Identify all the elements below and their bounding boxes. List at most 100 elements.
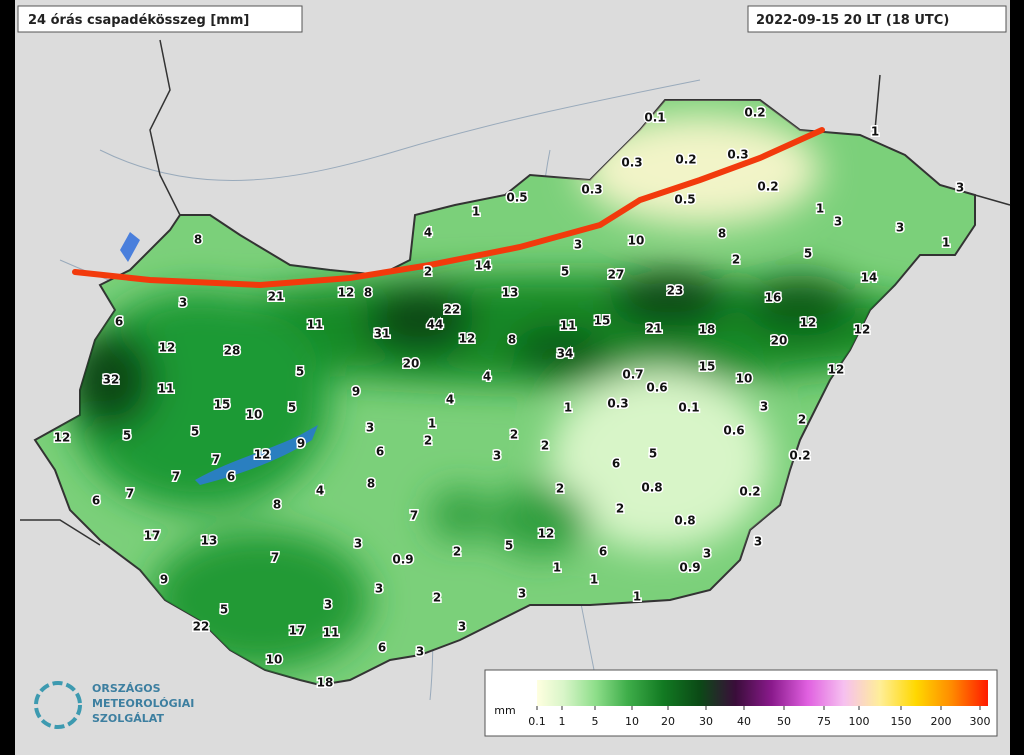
station-value: 5: [288, 401, 296, 415]
station-value: 44: [427, 318, 444, 332]
station-value: 12: [159, 341, 176, 355]
front-line: [72, 127, 825, 289]
station-value: 3: [834, 215, 842, 229]
station-value: 10: [266, 653, 283, 667]
station-value: 21: [646, 322, 663, 336]
legend-tick-label: 300: [970, 715, 991, 728]
logo-text: ORSZÁGOS: [92, 682, 161, 695]
station-value: 2: [453, 545, 461, 559]
station-value: 0.1: [678, 401, 699, 415]
station-value: 0.5: [674, 193, 695, 207]
station-value: 12: [854, 323, 871, 337]
station-value: 6: [599, 545, 607, 559]
legend-tick-label: 1: [559, 715, 566, 728]
legend-colorbar: [537, 680, 988, 706]
station-value: 1: [816, 202, 824, 216]
station-value: 0.2: [675, 153, 696, 167]
station-value: 0.9: [392, 553, 413, 567]
timestamp-box: [747, 5, 1007, 33]
station-value: 0.2: [739, 485, 760, 499]
station-value: 15: [594, 314, 611, 328]
station-value: 7: [271, 551, 279, 565]
station-value: 5: [123, 429, 131, 443]
station-value: 1: [633, 590, 641, 604]
legend-tick-label: 40: [737, 715, 751, 728]
station-value: 12: [459, 332, 476, 346]
station-value: 20: [771, 334, 788, 348]
station-value: 2: [510, 428, 518, 442]
legend-tick-label: 100: [849, 715, 870, 728]
legend-tick-label: 50: [777, 715, 791, 728]
station-value: 18: [317, 676, 334, 690]
station-value: 1: [564, 401, 572, 415]
station-value: 21: [268, 290, 285, 304]
station-value: 3: [896, 221, 904, 235]
station-value: 20: [403, 357, 420, 371]
station-value: 27: [608, 268, 625, 282]
station-value: 6: [115, 315, 123, 329]
station-value: 34: [557, 347, 574, 361]
legend-tick-label: 150: [891, 715, 912, 728]
station-value: 2: [424, 265, 432, 279]
station-value: 11: [323, 626, 340, 640]
legend-unit: mm: [494, 704, 515, 717]
station-value: 5: [296, 365, 304, 379]
station-value: 2: [541, 439, 549, 453]
station-value: 7: [172, 470, 180, 484]
station-value: 14: [861, 271, 878, 285]
station-value: 10: [736, 372, 753, 386]
station-value: 28: [224, 344, 241, 358]
station-value: 3: [458, 620, 466, 634]
legend-tick-label: 75: [817, 715, 831, 728]
station-value: 1: [942, 236, 950, 250]
station-value: 12: [538, 527, 555, 541]
station-value: 14: [475, 259, 492, 273]
station-value: 3: [354, 537, 362, 551]
legend-tick-label: 5: [592, 715, 599, 728]
borders: [20, 39, 1011, 546]
station-value: 4: [483, 370, 491, 384]
station-value: 0.3: [607, 397, 628, 411]
station-value: 0.3: [727, 148, 748, 162]
station-value: 12: [254, 448, 271, 462]
station-value: 8: [364, 286, 372, 300]
station-value: 3: [324, 598, 332, 612]
station-value: 22: [193, 620, 210, 634]
station-value: 0.2: [789, 449, 810, 463]
station-value: 4: [424, 226, 432, 240]
station-value: 5: [804, 247, 812, 261]
station-value: 6: [227, 470, 235, 484]
station-value: 6: [376, 445, 384, 459]
station-value: 3: [760, 400, 768, 414]
station-value: 13: [201, 534, 218, 548]
station-value: 13: [502, 286, 519, 300]
station-value: 11: [158, 382, 175, 396]
station-value: 6: [92, 494, 100, 508]
station-value: 17: [144, 529, 161, 543]
station-value: 2: [424, 434, 432, 448]
station-value: 0.5: [506, 191, 527, 205]
station-value: 5: [220, 603, 228, 617]
legend-tick-label: 0.1: [528, 715, 546, 728]
legend-tick-label: 20: [661, 715, 675, 728]
station-value: 0.2: [757, 180, 778, 194]
station-value: 18: [699, 323, 716, 337]
station-value: 23: [667, 284, 684, 298]
station-value: 10: [246, 408, 263, 422]
station-value: 6: [378, 641, 386, 655]
station-value: 0.2: [744, 106, 765, 120]
logo-text: SZOLGÁLAT: [92, 712, 164, 725]
lake-balaton: [195, 425, 318, 485]
station-value: 3: [703, 547, 711, 561]
station-value: 15: [699, 360, 716, 374]
precip-field: [65, 115, 960, 670]
title: 24 órás csapadékösszeg [mm]: [28, 13, 249, 28]
station-value: 2: [798, 413, 806, 427]
station-value: 9: [297, 437, 305, 451]
station-value: 9: [352, 385, 360, 399]
station-value: 11: [307, 318, 324, 332]
legend-tick-label: 10: [625, 715, 639, 728]
station-value: 2: [732, 253, 740, 267]
